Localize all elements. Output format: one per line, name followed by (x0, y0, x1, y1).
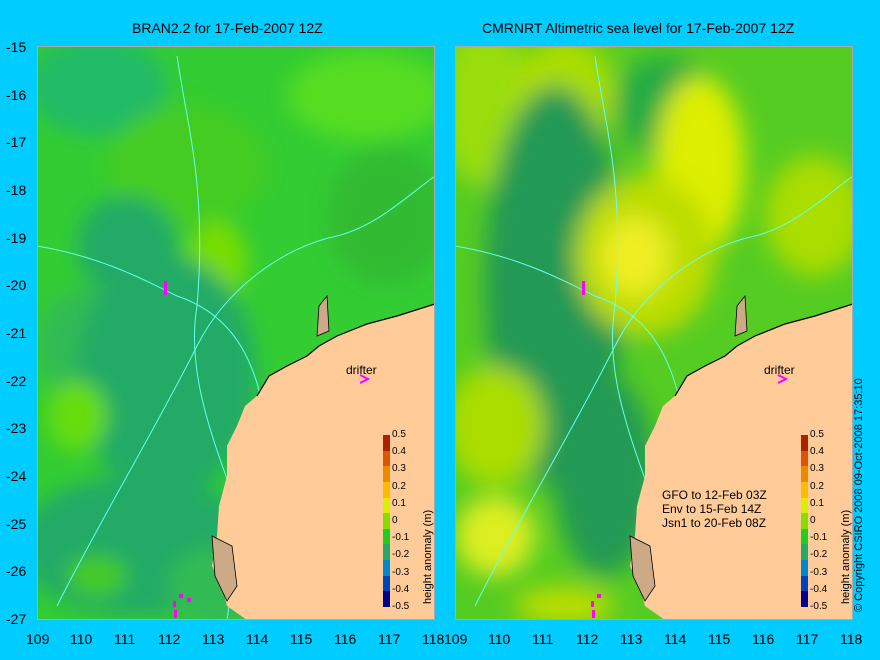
colorbar-swatch (801, 481, 808, 499)
copyright-text: © Copyright CSIRO 2008 09-Oct-2008 17:35… (853, 378, 865, 612)
x-tick: 113 (620, 631, 643, 647)
colorbar-swatch (383, 481, 390, 499)
x-tick: 111 (532, 631, 554, 647)
colorbar-swatch (801, 450, 808, 467)
colorbar-tick: -0.2 (810, 549, 828, 561)
x-tick: 117 (796, 631, 819, 647)
x-tick: 109 (444, 631, 468, 647)
x-tick: 112 (576, 631, 599, 647)
colorbar-swatch (801, 435, 808, 452)
colorbar-tick: 0 (810, 515, 816, 526)
y-tick: -17 (6, 134, 27, 150)
colorbar-tick: 0.5 (392, 429, 406, 440)
x-tick: 116 (334, 631, 357, 647)
colorbar-swatch (383, 435, 390, 452)
colorbar-tick: -0.1 (392, 532, 410, 544)
left-sea-level-map (37, 46, 435, 620)
colorbar-swatch (383, 544, 390, 561)
x-tick: 110 (70, 631, 93, 647)
right-drifter-label: drifter (764, 363, 795, 377)
colorbar-swatch (801, 497, 808, 514)
left-drifter-label: drifter (346, 363, 377, 377)
x-tick: 117 (378, 631, 401, 647)
x-tick: 115 (290, 631, 313, 647)
y-tick: -26 (6, 563, 27, 579)
colorbar-swatch (383, 528, 390, 545)
colorbar-tick: -0.2 (392, 549, 410, 561)
x-tick: 118 (840, 631, 863, 647)
x-tick: 115 (708, 631, 731, 647)
colorbar-tick: 0.4 (810, 446, 824, 458)
colorbar-swatch (383, 513, 390, 530)
colorbar-tick: -0.3 (810, 566, 828, 578)
x-tick: 113 (202, 631, 225, 647)
y-tick: -18 (6, 182, 27, 198)
colorbar-tick: -0.5 (810, 601, 828, 612)
colorbar-tick: 0.4 (392, 446, 406, 458)
satellite-note: Jsn1 to 20-Feb 08Z (662, 516, 767, 530)
y-tick: -15 (6, 39, 27, 55)
right-colorbar (801, 435, 808, 608)
colorbar-swatch (383, 591, 390, 608)
x-tick: 109 (26, 631, 50, 647)
colorbar-tick: -0.4 (810, 583, 828, 595)
x-tick: 114 (246, 631, 269, 647)
right-sea-level-map (455, 46, 853, 620)
x-tick: 118 (422, 631, 445, 647)
y-tick: -25 (6, 516, 27, 532)
colorbar-swatch (383, 466, 390, 483)
colorbar-swatch (383, 575, 390, 592)
colorbar-swatch (801, 528, 808, 545)
satellite-note: Env to 15-Feb 14Z (662, 502, 762, 516)
colorbar-swatch (801, 513, 808, 530)
colorbar-swatch (801, 544, 808, 561)
colorbar-tick: -0.3 (392, 566, 410, 578)
colorbar-tick: -0.1 (810, 532, 828, 544)
y-tick: -19 (6, 230, 27, 246)
y-tick: -27 (6, 611, 27, 627)
y-tick: -24 (6, 468, 27, 484)
left-map-title: BRAN2.2 for 17-Feb-2007 12Z (132, 20, 323, 36)
colorbar-swatch (383, 560, 390, 577)
colorbar-swatch (383, 450, 390, 467)
left-colorbar-label: height anomaly (m) (422, 509, 434, 604)
colorbar-tick: 0.2 (392, 480, 406, 492)
left-colorbar (383, 435, 390, 608)
colorbar-tick: 0.3 (810, 463, 824, 475)
y-tick: -23 (6, 420, 27, 436)
colorbar-tick: 0.3 (392, 463, 406, 475)
x-tick: 114 (664, 631, 687, 647)
right-map-title: CMRNRT Altimetric sea level for 17-Feb-2… (482, 20, 795, 36)
colorbar-swatch (383, 497, 390, 514)
colorbar-tick: -0.4 (392, 583, 410, 595)
x-tick: 112 (158, 631, 181, 647)
colorbar-tick: 0.5 (810, 429, 824, 440)
x-tick: 111 (114, 631, 136, 647)
colorbar-tick: -0.5 (392, 601, 410, 612)
colorbar-tick: 0.1 (810, 497, 824, 509)
colorbar-swatch (801, 466, 808, 483)
colorbar-tick: 0.1 (392, 497, 406, 509)
colorbar-swatch (801, 575, 808, 592)
colorbar-swatch (801, 560, 808, 577)
y-tick: -21 (6, 325, 27, 341)
colorbar-tick: 0.2 (810, 480, 824, 492)
satellite-note: GFO to 12-Feb 03Z (662, 488, 767, 502)
x-tick: 110 (488, 631, 511, 647)
y-tick: -16 (6, 87, 27, 103)
x-tick: 116 (752, 631, 775, 647)
right-colorbar-label: height anomaly (m) (840, 509, 852, 604)
y-tick: -22 (6, 373, 27, 389)
colorbar-swatch (801, 591, 808, 608)
y-tick: -20 (6, 277, 27, 293)
colorbar-tick: 0 (392, 515, 398, 526)
